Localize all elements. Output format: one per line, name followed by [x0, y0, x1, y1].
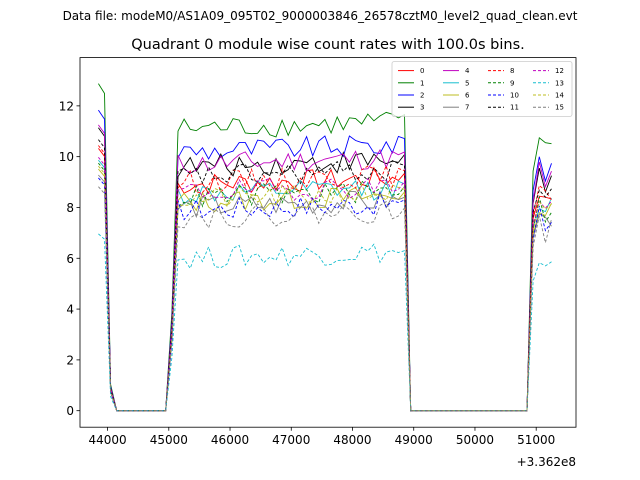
legend-label-10: 10	[510, 92, 519, 100]
series-line-8	[98, 145, 552, 412]
figure-suptitle: Data file: modeM0/AS1A09_095T02_90000038…	[63, 9, 578, 23]
x-offset-label: +3.362e8	[517, 455, 576, 469]
series-lines	[98, 83, 552, 412]
series-line-12	[98, 157, 552, 412]
x-tick-label: 44000	[88, 433, 126, 447]
legend-label-8: 8	[510, 67, 514, 75]
x-tick-label: 50000	[456, 433, 494, 447]
x-tick-label: 47000	[272, 433, 310, 447]
y-tick-label: 8	[66, 201, 74, 215]
legend-label-7: 7	[465, 104, 469, 112]
legend-label-3: 3	[420, 104, 424, 112]
series-line-1	[98, 83, 552, 412]
y-tick-label: 2	[66, 353, 74, 367]
series-line-0	[98, 148, 552, 412]
legend-box	[391, 61, 573, 117]
series-line-7	[98, 174, 552, 412]
legend-label-2: 2	[420, 92, 424, 100]
x-tick-label: 49000	[395, 433, 433, 447]
legend-label-15: 15	[555, 104, 564, 112]
series-line-11	[98, 139, 552, 412]
series-line-3	[98, 127, 552, 412]
y-tick-label: 6	[66, 252, 74, 266]
x-tick-label: 51000	[517, 433, 555, 447]
y-tick-label: 10	[59, 150, 74, 164]
legend-label-12: 12	[555, 67, 564, 75]
legend-label-4: 4	[465, 67, 470, 75]
legend-label-1: 1	[420, 79, 424, 87]
series-line-6	[98, 168, 552, 412]
y-axis: 0 2 4 6 8 10 12	[59, 99, 80, 418]
legend-label-0: 0	[420, 67, 424, 75]
series-line-5	[98, 159, 552, 412]
y-tick-label: 12	[59, 99, 74, 113]
series-line-10	[98, 177, 552, 412]
series-line-13	[98, 233, 552, 412]
x-tick-label: 45000	[150, 433, 188, 447]
y-tick-label: 4	[66, 303, 74, 317]
series-line-15	[98, 186, 552, 412]
chart-title: Quadrant 0 module wise count rates with …	[131, 37, 525, 53]
legend-label-9: 9	[510, 79, 514, 87]
x-tick-label: 46000	[211, 433, 249, 447]
legend-label-13: 13	[555, 79, 564, 87]
legend-label-14: 14	[555, 92, 564, 100]
x-tick-label: 48000	[333, 433, 371, 447]
legend-label-6: 6	[465, 92, 470, 100]
series-line-14	[98, 165, 552, 412]
y-tick-label: 0	[66, 404, 74, 418]
series-line-2	[98, 109, 552, 412]
legend-label-5: 5	[465, 79, 469, 87]
legend-label-11: 11	[510, 104, 519, 112]
x-axis: 44000 45000 46000 47000 48000 49000 50000 51000	[88, 427, 555, 447]
plot-frame	[79, 57, 577, 428]
